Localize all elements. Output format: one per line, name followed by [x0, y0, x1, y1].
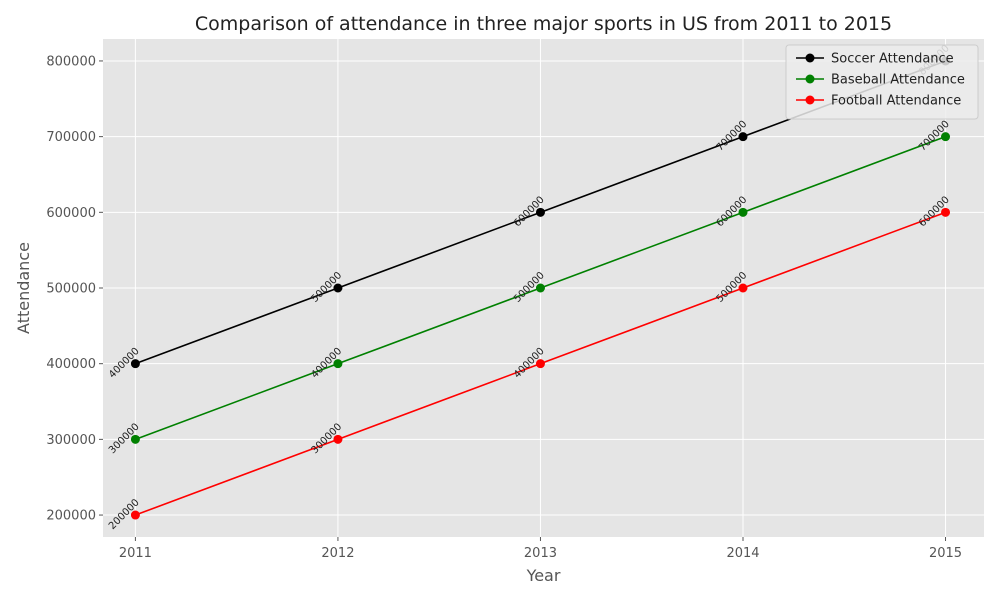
- data-point: [333, 359, 343, 369]
- chart-title: Comparison of attendance in three major …: [195, 13, 892, 35]
- legend-entry: Soccer Attendance: [796, 52, 954, 67]
- legend-box: [785, 44, 979, 120]
- data-point: [130, 434, 140, 444]
- x-tick-label: 2014: [726, 546, 759, 561]
- y-tick-label: 200000: [46, 509, 96, 524]
- x-tick-label: 2015: [929, 546, 962, 561]
- y-tick-label: 800000: [46, 54, 96, 69]
- legend-marker: [805, 53, 815, 63]
- y-tick-label: 500000: [46, 282, 96, 297]
- data-point: [738, 283, 748, 293]
- data-point: [130, 359, 140, 369]
- x-tick-label: 2013: [524, 546, 557, 561]
- legend-entry: Football Attendance: [796, 94, 961, 109]
- legend-marker: [805, 74, 815, 84]
- legend-marker: [805, 95, 815, 105]
- legend-label: Soccer Attendance: [831, 52, 954, 67]
- data-point: [535, 283, 545, 293]
- data-point: [333, 283, 343, 293]
- data-point: [738, 207, 748, 217]
- y-tick-label: 700000: [46, 130, 96, 145]
- legend-label: Baseball Attendance: [831, 73, 965, 88]
- x-tick-label: 2012: [321, 546, 354, 561]
- x-axis-label: Year: [526, 566, 561, 585]
- data-point: [941, 132, 951, 142]
- x-tick-label: 2011: [119, 546, 152, 561]
- series-baseball-attendance: [130, 132, 951, 444]
- data-point: [738, 132, 748, 142]
- y-axis-label: Attendance: [14, 242, 33, 334]
- data-point: [333, 434, 343, 444]
- legend: Soccer Attendance Baseball Attendance Foot…: [785, 44, 979, 120]
- data-point: [535, 359, 545, 369]
- y-tick-label: 400000: [46, 357, 96, 372]
- data-point: [535, 207, 545, 217]
- data-point: [941, 207, 951, 217]
- series-football-attendance: [130, 207, 951, 520]
- data-point: [130, 510, 140, 520]
- y-tick-label: 600000: [46, 206, 96, 221]
- axis-ticks: 2011 2012 2013 2014 2015 200000 300000 400000 50…: [46, 54, 962, 561]
- legend-label: Football Attendance: [831, 94, 961, 109]
- y-tick-label: 300000: [46, 433, 96, 448]
- legend-entry: Baseball Attendance: [796, 73, 965, 88]
